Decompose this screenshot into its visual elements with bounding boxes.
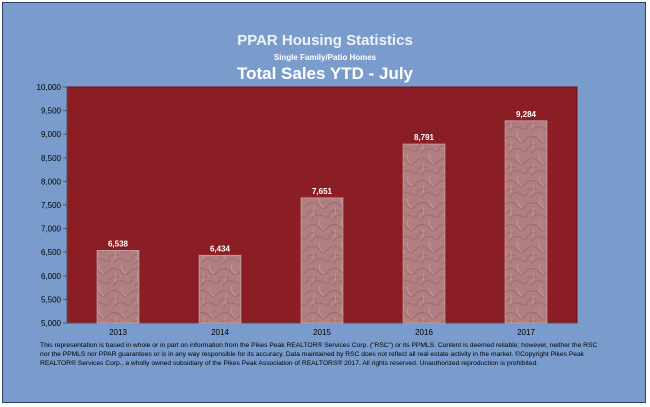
bar xyxy=(504,120,548,324)
x-tick-label: 2015 xyxy=(313,328,331,337)
bar-data-label: 8,791 xyxy=(414,133,435,142)
y-tick-label: 7,500 xyxy=(41,201,62,210)
x-axis-labels: 2013 2014 2015 2016 2017 xyxy=(109,328,535,337)
y-tick-label: 5,000 xyxy=(41,319,62,328)
disclaimer-footnote: This representation is based in whole or… xyxy=(40,342,598,368)
y-axis-ticks: 5,000 5,500 6,000 6,500 7,000 7,500 8,000 8,500… xyxy=(37,83,67,328)
x-tick-label: 2016 xyxy=(415,328,433,337)
y-tick-label: 10,000 xyxy=(37,83,62,92)
page-subtitle: Single Family/Patio Homes xyxy=(273,53,377,62)
chart-title: Total Sales YTD - July xyxy=(236,64,414,83)
y-tick-label: 9,000 xyxy=(41,130,62,139)
x-tick-label: 2014 xyxy=(211,328,229,337)
bar-data-label: 6,434 xyxy=(210,244,231,253)
y-tick-label: 9,500 xyxy=(41,107,62,116)
y-tick-label: 7,000 xyxy=(41,225,62,234)
bar xyxy=(198,254,242,324)
y-tick-label: 8,000 xyxy=(41,177,62,186)
bar-data-label: 9,284 xyxy=(516,110,537,119)
page-title: PPAR Housing Statistics xyxy=(237,32,413,49)
x-tick-label: 2017 xyxy=(517,328,535,337)
bar-data-label: 6,538 xyxy=(108,239,129,248)
bar-group: 6,538 6,434 7,651 8,791 9,284 xyxy=(96,110,548,324)
y-tick-label: 6,000 xyxy=(41,272,62,281)
bar-data-label: 7,651 xyxy=(312,187,333,196)
x-tick-label: 2013 xyxy=(109,328,127,337)
y-tick-label: 6,500 xyxy=(41,248,62,257)
bar xyxy=(402,143,446,324)
y-tick-label: 8,500 xyxy=(41,154,62,163)
bar xyxy=(300,197,344,324)
bar xyxy=(96,250,140,324)
y-tick-label: 5,500 xyxy=(41,295,62,304)
